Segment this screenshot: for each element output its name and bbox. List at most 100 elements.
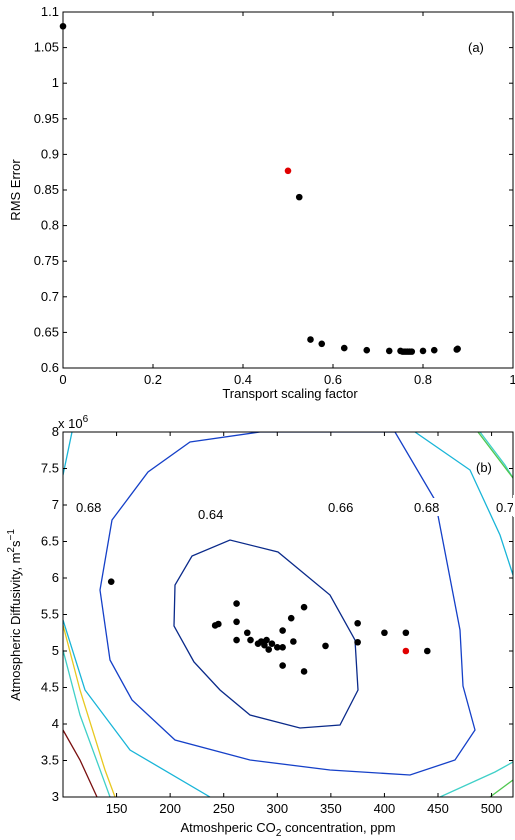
b-xtick-label: 300 — [266, 801, 288, 816]
a-ytick-label: 1.05 — [34, 40, 59, 55]
panel-b-label: (b) — [476, 460, 492, 475]
a-ytick-label: 0.9 — [41, 146, 59, 161]
contour-lines — [63, 432, 513, 797]
panel-b-ticks: 150 200 250 300 350 400 450 500 3 3.5 4 4.5 5 5.5 6 6.5… — [41, 424, 513, 816]
b-ytick-label: 8 — [52, 424, 59, 439]
panel-a-points — [59, 22, 461, 355]
b-xtick-label: 250 — [213, 801, 235, 816]
b-data-point — [261, 641, 268, 649]
ylabel-sup2: −1 — [6, 529, 17, 541]
contour-label-070-bg — [494, 498, 513, 516]
a-data-point — [363, 346, 371, 354]
panel-a-label: (a) — [468, 40, 484, 55]
b-ytick-label: 7.5 — [41, 461, 59, 476]
a-xtick-label: 0 — [59, 372, 66, 387]
b-data-point — [381, 629, 388, 637]
contour-label-068-right-bg — [412, 498, 448, 516]
b-data-point — [247, 636, 254, 644]
b-data-point — [423, 647, 431, 655]
b-data-point — [268, 640, 276, 647]
panel-b-exponent: x 106 — [58, 414, 89, 431]
b-data-point — [243, 629, 251, 637]
b-data-point — [107, 578, 115, 585]
a-xtick-label: 0.8 — [414, 372, 432, 387]
contour-064 — [173, 539, 359, 729]
a-ytick-label: 0.95 — [34, 111, 59, 126]
exponent-power: 6 — [83, 414, 89, 425]
b-data-point — [279, 627, 286, 634]
panel-a-plot-area — [62, 11, 514, 369]
a-ytick-label: 0.75 — [34, 253, 59, 268]
b-data-point — [279, 644, 286, 651]
b-xtick-label: 500 — [481, 801, 503, 816]
contour-label-066-bg — [326, 498, 362, 516]
panel-a-xlabel: Transport scaling factor — [222, 386, 358, 401]
b-ytick-label: 6.5 — [41, 534, 59, 549]
a-xtick-label: 0.2 — [144, 372, 162, 387]
ylabel-mid: s — [8, 540, 23, 547]
b-xtick-label: 450 — [427, 801, 449, 816]
a-data-point — [454, 345, 461, 353]
b-data-point — [273, 644, 281, 651]
contour-label-064-bg — [196, 505, 232, 523]
b-data-point — [233, 618, 240, 626]
b-data-point — [354, 638, 361, 646]
contour-label-070-mask — [513, 495, 515, 517]
b-data-point — [402, 629, 410, 637]
contour-label-068-right: 0.68 — [414, 500, 439, 515]
panel-a-ticks: 0 0.2 0.4 0.6 0.8 1 0.6 0.65 0.7 0.75 0.8 0.85 0.9 0.… — [34, 4, 515, 387]
contour-068-inner — [63, 432, 513, 797]
b-xtick-label: 400 — [374, 801, 396, 816]
b-data-point — [300, 668, 308, 675]
b-ytick-label: 4.5 — [41, 680, 59, 695]
a-data-point — [430, 346, 438, 354]
b-xtick-label: 150 — [106, 801, 128, 816]
exponent-base: x 10 — [58, 416, 83, 431]
b-xtick-label: 200 — [159, 801, 181, 816]
b-ytick-label: 4 — [52, 716, 59, 731]
b-ytick-label: 3 — [52, 789, 59, 804]
b-ytick-label: 5 — [52, 643, 59, 658]
a-xtick-label: 0.6 — [324, 372, 342, 387]
a-data-point — [59, 22, 67, 30]
panel-b-xlabel: Atmoshperic CO2 concentration, ppm — [180, 820, 395, 839]
b-data-point — [354, 619, 361, 627]
a-ytick-label: 0.8 — [41, 218, 59, 233]
b-ytick-label: 7 — [52, 497, 59, 512]
b-data-point — [322, 642, 329, 650]
contour-label-068-left: 0.68 — [76, 500, 101, 515]
b-xtick-label: 350 — [320, 801, 342, 816]
contour-label-068-left-bg — [74, 498, 110, 516]
b-data-point — [263, 636, 270, 644]
ylabel-pre: Atmospheric Diffusivity, m — [8, 553, 23, 701]
a-ytick-label: 0.6 — [41, 360, 59, 375]
contour-label-070: 0.7 — [496, 500, 514, 515]
xlabel-post: concentration, ppm — [281, 820, 395, 835]
a-data-point — [318, 340, 326, 348]
contour-label-066: 0.66 — [328, 500, 353, 515]
panel-a: 0 0.2 0.4 0.6 0.8 1 0.6 0.65 0.7 0.75 0.8 0.85 0.9 0.… — [8, 4, 515, 401]
panel-b-points — [107, 578, 431, 675]
b-data-point — [265, 646, 273, 653]
a-data-point — [295, 193, 303, 201]
a-data-point — [408, 348, 416, 355]
panel-b-ylabel: Atmospheric Diffusivity, m2s−1 — [6, 529, 23, 701]
panel-b-plot-area — [63, 432, 513, 797]
a-xtick-label: 1 — [509, 372, 515, 387]
b-ytick-label: 3.5 — [41, 753, 59, 768]
a-ytick-label: 0.7 — [41, 289, 59, 304]
b-ytick-label: 6 — [52, 570, 59, 585]
xlabel-sub: 2 — [276, 828, 282, 839]
b-ytick-label: 5.5 — [41, 607, 59, 622]
contour-yellow — [63, 624, 116, 797]
a-ytick-label: 0.65 — [34, 324, 59, 339]
contour-label-064: 0.64 — [198, 507, 223, 522]
a-data-point — [385, 347, 393, 355]
a-highlight-point — [284, 167, 292, 175]
b-data-point — [215, 620, 222, 628]
b-data-point — [287, 614, 295, 622]
a-data-point — [307, 336, 314, 343]
a-xtick-label: 0.4 — [234, 372, 252, 387]
a-ytick-label: 1.1 — [41, 4, 59, 19]
